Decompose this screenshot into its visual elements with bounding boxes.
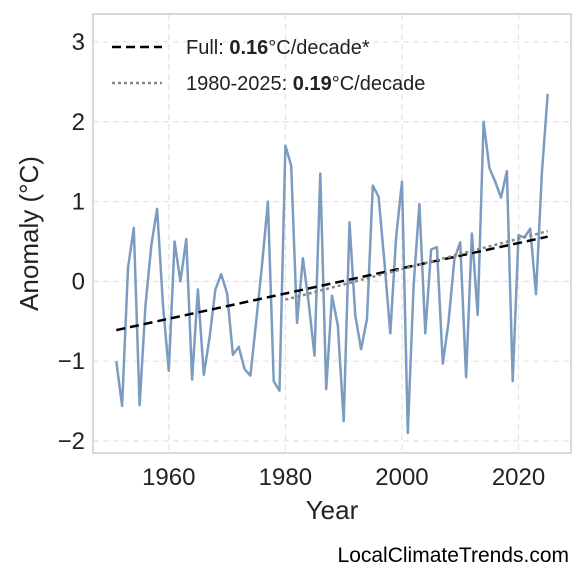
y-tick-label: −2 <box>58 428 85 455</box>
y-tick-label: 2 <box>72 109 85 136</box>
plot-frame <box>92 13 572 454</box>
x-tick-label: 1980 <box>259 464 312 491</box>
x-axis-label: Year <box>306 495 359 525</box>
y-tick-label: 0 <box>72 268 85 295</box>
y-tick-label: 1 <box>72 189 85 216</box>
legend-label: Full: 0.16°C/decade* <box>186 37 370 59</box>
y-axis-label: Anomaly (°C) <box>14 156 44 311</box>
x-tick-label: 2000 <box>375 464 428 491</box>
legend-label: 1980-2025: 0.19°C/decade <box>186 73 425 95</box>
watermark: LocalClimateTrends.com <box>337 544 569 567</box>
ticks: 1960 1980 2000 2020 3 2 1 0 −1 −2 <box>58 29 546 491</box>
plot-lines <box>115 93 549 435</box>
legend: Full: 0.16°C/decade* 1980-2025: 0.19°C/de… <box>112 37 425 95</box>
x-tick-label: 2020 <box>492 464 545 491</box>
y-tick-label: −1 <box>58 348 85 375</box>
y-tick-label: 3 <box>72 29 85 56</box>
grid <box>93 14 571 453</box>
full-trend-line <box>116 235 548 332</box>
x-tick-label: 1960 <box>142 464 195 491</box>
anomaly-series-line <box>115 93 549 435</box>
